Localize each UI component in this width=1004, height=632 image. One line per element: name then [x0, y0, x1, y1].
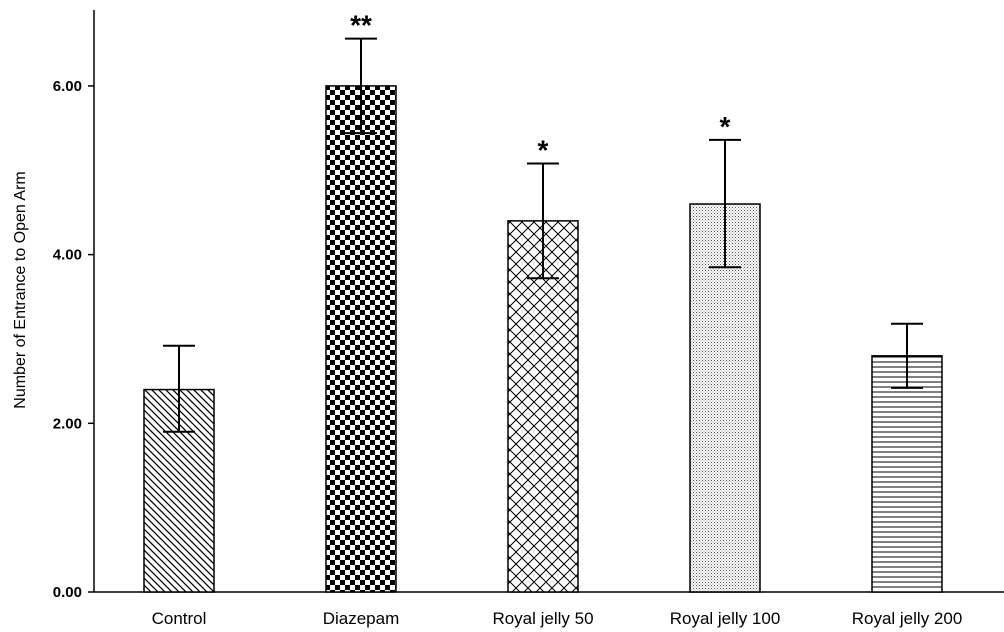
error-bar: [163, 344, 195, 433]
significance-marker: *: [720, 111, 731, 142]
error-bar: [527, 162, 559, 280]
bar-royal-jelly-200: [871, 355, 943, 593]
error-bar: [891, 322, 923, 389]
y-tick-label: 6.00: [53, 78, 82, 95]
x-tick-labels: Control Diazepam Royal jelly 50 Royal jelly…: [152, 609, 963, 628]
y-ticks: 0.00 2.00 4.00 6.00: [53, 78, 94, 601]
y-tick-label: 0.00: [53, 584, 82, 601]
y-tick-label: 4.00: [53, 247, 82, 264]
x-tick-label: Royal jelly 50: [492, 609, 593, 628]
y-axis-title: Number of Entrance to Open Arm: [12, 171, 29, 408]
bar-diazepam: [325, 85, 397, 593]
error-bar: [345, 37, 377, 135]
x-tick-label: Control: [152, 609, 207, 628]
significance-marker: **: [350, 10, 372, 41]
significance-marker: *: [538, 135, 549, 166]
x-tick-label: Royal jelly 200: [852, 609, 963, 628]
error-bar: [709, 138, 741, 269]
x-tick-label: Diazepam: [323, 609, 400, 628]
significance-labels: ****: [350, 10, 730, 166]
x-tick-label: Royal jelly 100: [670, 609, 781, 628]
y-tick-label: 2.00: [53, 415, 82, 432]
bar-royal-jelly-50: [507, 220, 579, 593]
error-bars: [163, 37, 923, 433]
